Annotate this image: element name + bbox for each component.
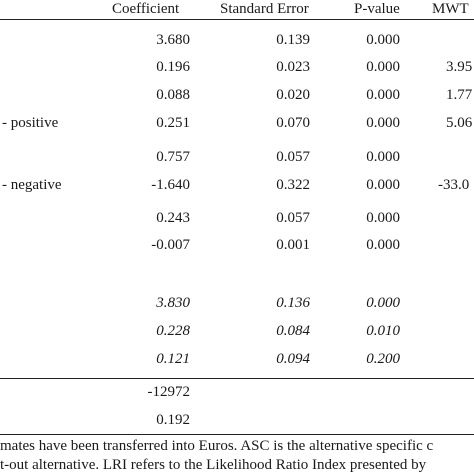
row-1-mwt: 3.95	[446, 59, 473, 75]
header-standard-error: Standard Error	[220, 1, 309, 17]
header-mwt: MWT	[432, 1, 469, 17]
row-8-coef: 3.830	[156, 295, 190, 311]
row-4-p: 0.000	[366, 149, 400, 165]
row-5-coef: -1.640	[151, 177, 190, 193]
row-3-label: - positive	[2, 115, 59, 131]
row-8-p: 0.000	[366, 295, 400, 311]
row-3-coef: 0.251	[156, 115, 190, 131]
row-3-mwt: 5.06	[446, 115, 473, 131]
row-6-se: 0.057	[276, 210, 310, 226]
row-2-se: 0.020	[276, 87, 310, 103]
row-6-coef: 0.243	[156, 210, 190, 226]
row-5-se: 0.322	[276, 177, 310, 193]
footnote-line-1: mates have been transferred into Euros. …	[0, 438, 434, 454]
row-10-se: 0.094	[276, 351, 310, 367]
row-7-p: 0.000	[366, 237, 400, 253]
row-5-label: - negative	[2, 177, 62, 193]
row-1-p: 0.000	[366, 59, 400, 75]
row-7-se: 0.001	[276, 237, 310, 253]
summary-rule	[0, 378, 474, 379]
row-2-p: 0.000	[366, 87, 400, 103]
row-0-coef: 3.680	[156, 32, 190, 48]
row-5-mwt: -33.0	[438, 177, 470, 193]
row-0-se: 0.139	[276, 32, 310, 48]
summary-lri: 0.192	[156, 412, 190, 428]
row-1-coef: 0.196	[156, 59, 190, 75]
row-9-se: 0.084	[276, 323, 310, 339]
row-1-se: 0.023	[276, 59, 310, 75]
summary-loglik: -12972	[147, 384, 191, 400]
row-2-coef: 0.088	[156, 87, 190, 103]
header-rule	[0, 19, 474, 20]
bottom-rule	[0, 434, 474, 435]
row-3-p: 0.000	[366, 115, 400, 131]
row-7-coef: -0.007	[151, 237, 190, 253]
header-p-value: P-value	[354, 1, 400, 17]
row-9-coef: 0.228	[156, 323, 190, 339]
row-3-se: 0.070	[276, 115, 310, 131]
row-10-p: 0.200	[366, 351, 400, 367]
row-0-p: 0.000	[366, 32, 400, 48]
row-4-coef: 0.757	[156, 149, 190, 165]
row-5-p: 0.000	[366, 177, 400, 193]
row-10-coef: 0.121	[156, 351, 190, 367]
row-8-se: 0.136	[276, 295, 310, 311]
row-2-mwt: 1.77	[446, 87, 473, 103]
row-4-se: 0.057	[276, 149, 310, 165]
row-6-p: 0.000	[366, 210, 400, 226]
row-9-p: 0.010	[366, 323, 400, 339]
header-coefficient: Coefficient	[112, 1, 180, 17]
footnote-line-2: t-out alternative. LRI refers to the Lik…	[0, 457, 427, 473]
